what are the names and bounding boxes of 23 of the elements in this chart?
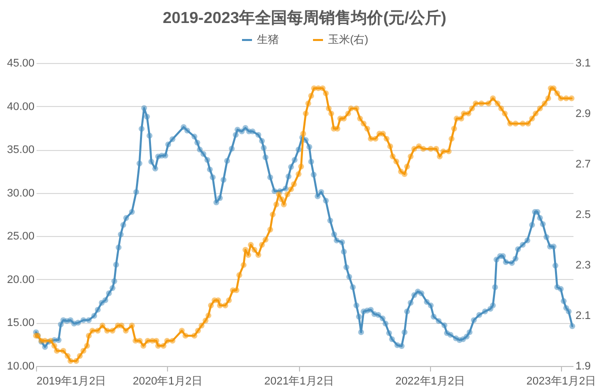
y2-tick-label: 1.9 xyxy=(576,360,591,372)
y2-tick-label: 2.7 xyxy=(576,158,591,170)
y-tick-label: 25.00 xyxy=(6,230,34,243)
legend-label: 生猪 xyxy=(257,33,279,46)
chart-title: 2019-2023年全国每周销售均价(元/公斤) xyxy=(162,9,446,27)
y2-tick-label: 2.3 xyxy=(576,260,591,272)
x-tick-label: 2022年1月2日 xyxy=(395,376,466,388)
y-tick-label: 45.00 xyxy=(6,58,34,70)
y-tick-label: 10.00 xyxy=(6,360,34,372)
legend-label: 玉米(右) xyxy=(328,33,368,46)
y-tick-label: 20.00 xyxy=(6,274,34,286)
y-tick-label: 30.00 xyxy=(6,187,34,200)
y-tick-label: 35.00 xyxy=(6,144,34,156)
y2-tick-label: 3.1 xyxy=(576,58,591,70)
x-tick-label: 2020年1月2日 xyxy=(132,376,202,388)
y-tick-label: 40.00 xyxy=(6,100,34,113)
y2-tick-label: 2.9 xyxy=(576,108,591,120)
y-tick-label: 15.00 xyxy=(6,317,34,330)
x-tick-label: 2021年1月2日 xyxy=(264,376,334,388)
y2-tick-label: 2.1 xyxy=(576,310,591,322)
x-tick-label: 2023年1月2日 xyxy=(526,376,596,388)
y2-tick-label: 2.5 xyxy=(576,209,591,221)
x-tick-label: 2019年1月2日 xyxy=(36,376,106,388)
